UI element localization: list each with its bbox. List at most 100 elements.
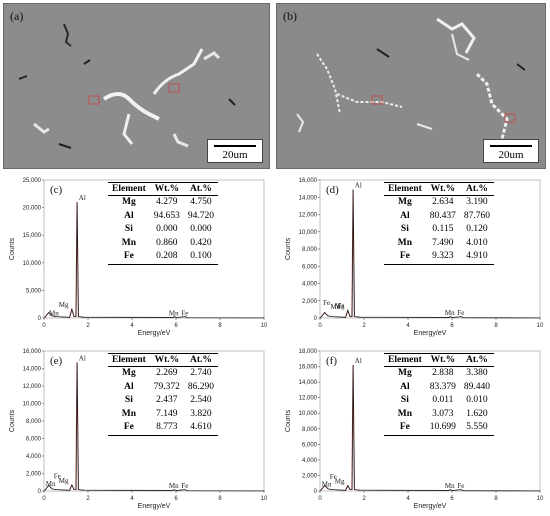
y-tick-label: 18,000 (299, 349, 318, 355)
table-header-row: Element Wt.% At.% (384, 182, 495, 196)
table-cell: Si (124, 395, 133, 405)
y-tick-label: 10,000 (23, 402, 42, 408)
y-tick-label: 12,000 (299, 396, 318, 402)
panel-label: (e) (50, 355, 63, 367)
table-cell: 0.000 (156, 224, 178, 234)
peak-label-fe: Fe (323, 299, 330, 307)
sem-microstructure-a (4, 4, 269, 168)
peak-label-al: Al (355, 181, 362, 189)
y-axis-label: Counts (285, 409, 292, 432)
spectrum-line (320, 364, 541, 492)
x-axis-label: Energy/eV (138, 503, 171, 510)
spectrum-svg: 16,000 14,000 12,000 10,000 8,000 6,000 4,000 2… (9, 349, 268, 510)
x-axis-label: Energy/eV (138, 330, 171, 337)
peak-label-fe: Fe (54, 473, 61, 481)
x-axis-label: Energy/eV (414, 503, 447, 510)
table-cell: 0.208 (149, 250, 184, 265)
y-tick-label: 0 (314, 489, 318, 495)
table-row: Si 0.115 0.120 (384, 223, 494, 237)
peak-label-mn: Mn (445, 309, 455, 317)
peak-label-al: Al (355, 357, 362, 365)
y-tick-label: 6,000 (26, 437, 42, 443)
table-cell: Mg (122, 368, 136, 378)
y-tick-label: 14,000 (299, 380, 318, 386)
scale-bar-line (490, 145, 532, 147)
table-cell: Mg (122, 197, 136, 207)
table-cell: 3.820 (190, 408, 212, 419)
table-cell: 2.269 (156, 368, 178, 378)
x-tick-label: 2 (362, 496, 366, 502)
panel-label: (d) (326, 184, 339, 196)
column-header: Wt.% (149, 353, 184, 367)
spectrum-line (44, 362, 265, 492)
y-tick-label: 2,000 (302, 299, 318, 305)
table-cell: Mn (121, 408, 137, 419)
table-cell: Al (400, 210, 410, 221)
y-tick-label: 4,000 (302, 282, 318, 288)
x-tick-label: 0 (42, 323, 46, 329)
table-cell: Fe (108, 421, 150, 436)
y-tick-label: 15,000 (23, 233, 42, 239)
edx-spectrum-e: 16,000 14,000 12,000 10,000 8,000 6,000 4,000 2… (0, 343, 272, 515)
table-cell: 3.073 (432, 408, 454, 419)
column-header: At.% (459, 353, 495, 367)
spectrum-svg: 25,000 20,000 15,000 10,000 5,000 00 2 4 6 8 10 Cou… (9, 178, 268, 337)
y-tick-label: 14,000 (23, 367, 42, 373)
table-cell: 94.720 (187, 210, 215, 221)
x-tick-label: 10 (537, 323, 544, 329)
table-row: Mn 3.073 1.620 (384, 408, 494, 422)
peak-label-mn: Mn (169, 482, 179, 490)
x-tick-label: 4 (130, 323, 134, 329)
table-cell: Al (124, 381, 134, 392)
table-row: Si 0.000 0.000 (108, 223, 218, 237)
table-cell: 9.323 (425, 250, 460, 265)
table-cell: 7.149 (156, 408, 178, 419)
table-row: Si 0.011 0.010 (384, 394, 494, 408)
column-header: Element (108, 353, 150, 367)
x-tick-label: 0 (318, 323, 322, 329)
table-header-row: Element Wt.% At.% (384, 353, 495, 367)
table-row: Mg 2.838 3.380 (384, 367, 494, 381)
table-cell: Mn (121, 237, 137, 248)
peak-label-mn: Mn (322, 481, 332, 489)
x-tick-label: 10 (261, 496, 268, 502)
x-tick-label: 0 (318, 496, 322, 502)
column-header: At.% (183, 353, 219, 367)
table-cell: 0.120 (466, 224, 488, 234)
table-cell: Fe (384, 421, 426, 436)
scale-bar-line (214, 145, 256, 147)
peak-label-mn: Mn (445, 482, 455, 490)
column-header: Wt.% (425, 353, 460, 367)
table-header-row: Element Wt.% At.% (108, 182, 219, 196)
y-tick-label: 10,000 (299, 411, 318, 417)
table-cell: 4.750 (190, 197, 212, 207)
table-cell: 8.773 (149, 421, 184, 436)
table-cell: 4.910 (459, 250, 495, 265)
table-cell: 2.740 (190, 368, 212, 378)
composition-table: Element Wt.% At.% Mg 2.269 2.740 Al 79.372 86.29… (108, 353, 219, 436)
x-tick-label: 10 (261, 323, 268, 329)
x-tick-label: 2 (86, 323, 90, 329)
x-tick-label: 6 (450, 323, 454, 329)
peak-label-al: Al (79, 354, 86, 362)
table-row: Fe 9.323 4.910 (384, 250, 495, 265)
table-cell: Fe (108, 250, 150, 265)
y-tick-label: 4,000 (302, 458, 318, 464)
table-cell: 94.653 (153, 210, 180, 221)
table-row: Al 79.372 86.290 (108, 381, 218, 395)
y-tick-label: 8,000 (26, 419, 42, 425)
peak-label-mg: Mg (59, 301, 69, 309)
x-tick-label: 2 (86, 496, 90, 502)
table-cell: 89.440 (463, 381, 491, 392)
spectrum-line (44, 202, 265, 319)
table-row: Si 2.437 2.540 (108, 394, 218, 408)
table-cell: 4.610 (183, 421, 219, 436)
table-cell: Si (400, 224, 409, 234)
peak-label-fe: Fe (181, 482, 188, 490)
peak-label-mg: Mg (59, 477, 69, 485)
x-tick-label: 8 (494, 323, 498, 329)
peak-label-fe: Fe (330, 473, 337, 481)
peak-label-fe: Fe (181, 310, 188, 318)
peak-label-fe: Fe (337, 302, 344, 310)
y-axis-label: Counts (9, 409, 16, 432)
